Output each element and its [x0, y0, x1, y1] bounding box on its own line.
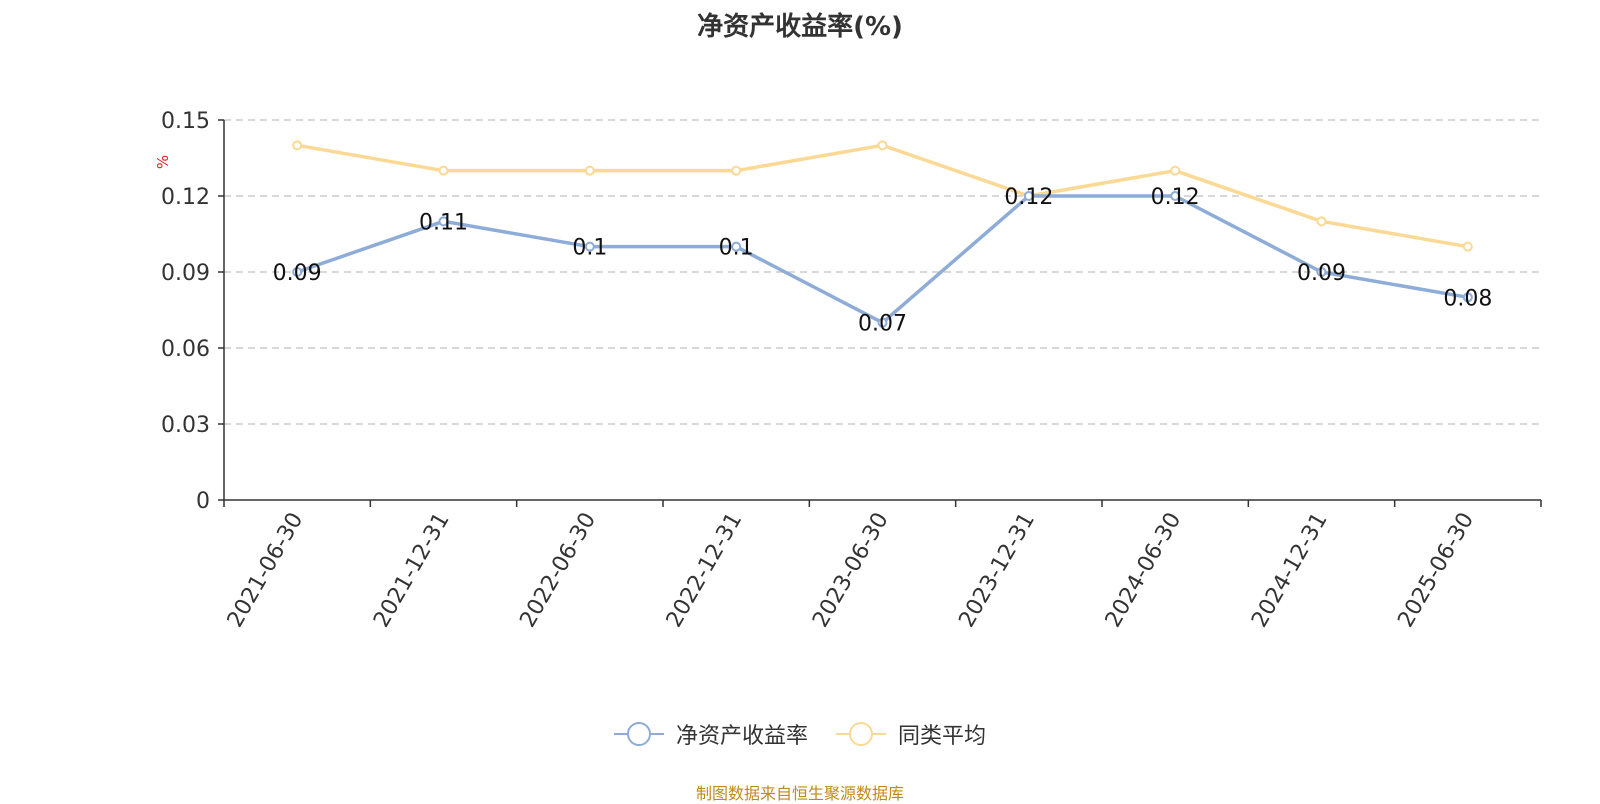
data-label: 0.1: [719, 236, 754, 261]
data-label: 0.11: [419, 210, 468, 235]
x-tick-label: 2024-12-31: [1247, 509, 1333, 632]
legend: 净资产收益率 同类平均: [0, 718, 1600, 750]
data-point: [292, 267, 303, 277]
x-tick-label: 2022-12-31: [662, 509, 748, 632]
y-tick-label: 0.03: [161, 413, 210, 438]
legend-item-roe[interactable]: 净资产收益率: [613, 718, 808, 750]
y-tick-label: 0.06: [161, 337, 210, 362]
data-label: 0.09: [1297, 261, 1346, 286]
data-point: [1462, 292, 1473, 303]
x-tick-label: 2024-06-30: [1101, 509, 1187, 632]
y-tick-label: 0.09: [161, 261, 210, 286]
data-point: [438, 165, 449, 176]
line-chart: 0 0.03 0.06 0.09 0.12 0.15% 2021-06-30 2021-12-…: [154, 109, 1542, 632]
x-tick-label: 2023-12-31: [954, 509, 1040, 632]
legend-item-peer-average[interactable]: 同类平均: [836, 718, 986, 750]
legend-marker-peer-average: [836, 722, 886, 746]
data-point: [584, 241, 595, 252]
data-label: 0.1: [572, 236, 607, 261]
data-point: [731, 165, 742, 176]
data-label: 0.12: [1004, 185, 1053, 210]
legend-label-roe: 净资产收益率: [675, 724, 808, 749]
x-tick-label: 2023-06-30: [808, 509, 894, 632]
data-point: [1462, 241, 1473, 252]
source-note: 制图数据来自恒生聚源数据库: [695, 784, 904, 803]
data-point: [1170, 191, 1181, 201]
data-point: [877, 317, 888, 328]
x-tick-label: 2021-06-30: [223, 509, 309, 632]
x-tick-label: 2025-06-30: [1393, 509, 1479, 632]
data-point: [438, 216, 449, 227]
y-axis-unit: %: [154, 155, 172, 169]
legend-label-peer-average: 同类平均: [898, 724, 987, 749]
series-line: [296, 194, 1469, 325]
data-point: [292, 140, 303, 151]
y-tick-label: 0.15: [161, 109, 210, 134]
legend-marker-roe: [613, 722, 664, 746]
data-label: 0.08: [1443, 286, 1492, 311]
data-label: 0.12: [1151, 185, 1200, 210]
chart-title: 净资产收益率(%): [697, 12, 903, 42]
x-tick-label: 2022-06-30: [515, 509, 601, 632]
data-point: [1316, 267, 1327, 277]
data-label: 0.09: [273, 261, 322, 286]
data-point: [731, 241, 742, 252]
data-point: [584, 165, 595, 176]
data-point: [1170, 165, 1181, 176]
data-label: 0.07: [858, 312, 907, 337]
y-tick-label: 0.12: [161, 185, 210, 210]
data-point: [877, 140, 888, 151]
data-point: [1023, 191, 1034, 201]
data-point: [1316, 216, 1327, 227]
x-tick-label: 2021-12-31: [369, 509, 455, 632]
y-tick-label: 0: [196, 489, 210, 514]
